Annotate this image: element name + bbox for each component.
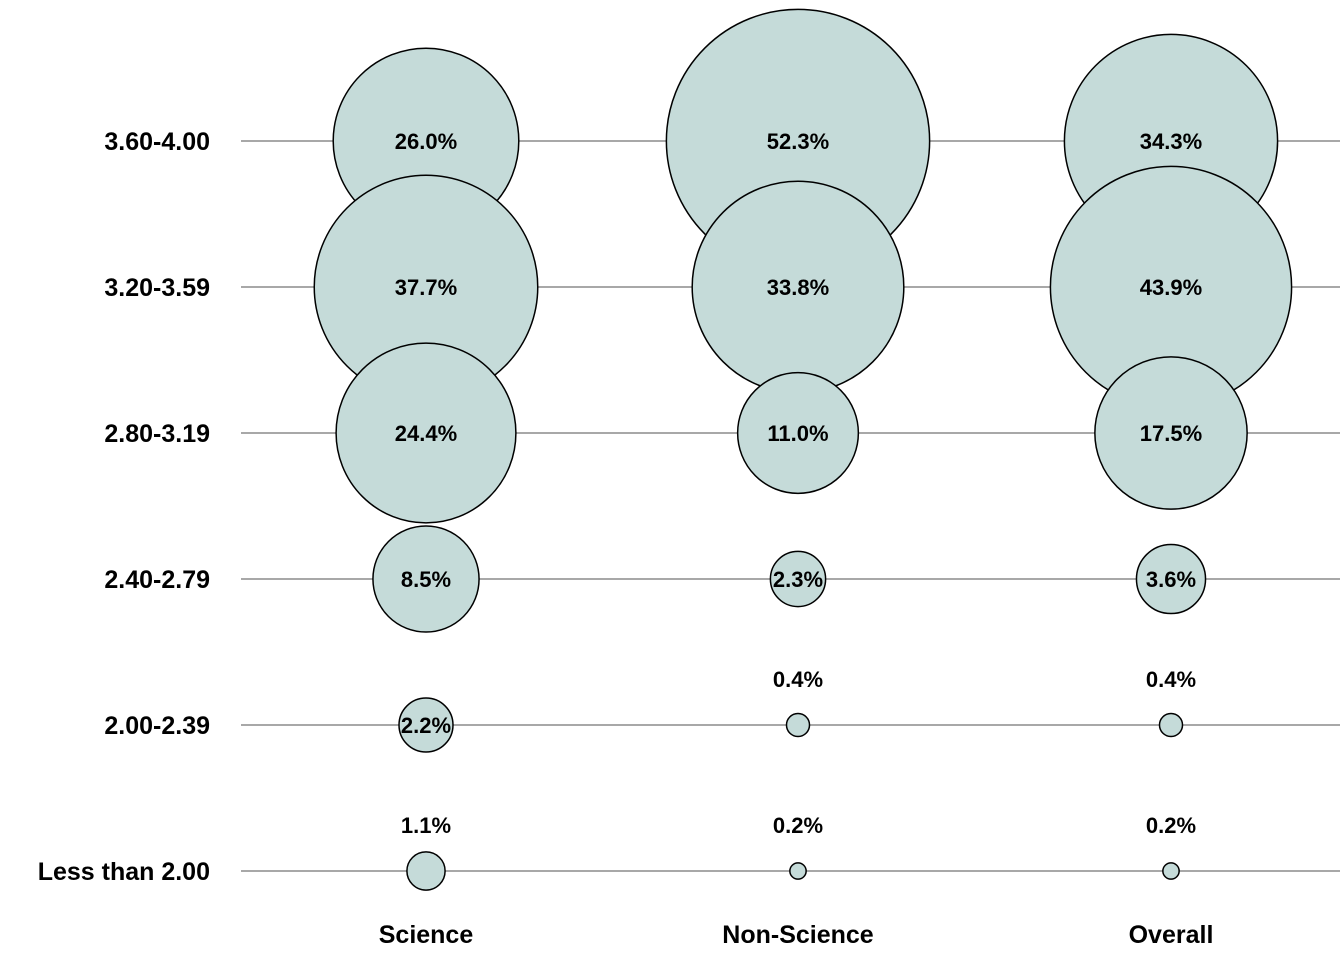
bubble — [785, 712, 811, 738]
bubble — [1094, 356, 1248, 510]
row-label: 3.60-4.00 — [104, 128, 210, 156]
bubble — [769, 550, 827, 608]
data-label: 26.0% — [395, 129, 457, 154]
data-label: 52.3% — [767, 129, 829, 154]
bubble — [736, 371, 860, 495]
row-label: 2.40-2.79 — [104, 566, 210, 594]
row-labels: 3.60-4.00 3.20-3.59 2.80-3.19 2.40-2.79 2.00… — [38, 128, 210, 886]
data-label: 17.5% — [1140, 421, 1202, 446]
data-label: 2.3% — [773, 567, 823, 592]
row-label: Less than 2.00 — [38, 858, 210, 886]
row-label: 3.20-3.59 — [104, 274, 210, 302]
data-label: 0.4% — [773, 667, 823, 692]
category-label: Science — [379, 921, 474, 949]
category-labels: Science Non-Science Overall — [379, 921, 1214, 949]
bubble — [1158, 712, 1184, 738]
data-label: 34.3% — [1140, 129, 1202, 154]
bubble — [335, 342, 517, 524]
data-label: 33.8% — [767, 275, 829, 300]
data-label: 2.2% — [401, 713, 451, 738]
category-label: Non-Science — [722, 921, 874, 949]
category-label: Overall — [1129, 921, 1214, 949]
data-label: 0.2% — [1146, 813, 1196, 838]
data-label: 1.1% — [401, 813, 451, 838]
data-label: 11.0% — [767, 421, 828, 446]
bubble — [1135, 543, 1207, 615]
data-label: 3.6% — [1146, 567, 1196, 592]
data-label: 8.5% — [401, 567, 451, 592]
bubble — [372, 525, 480, 633]
data-label: 24.4% — [395, 421, 457, 446]
bubbles: 26.0% 37.7% 24.4% 8.5% 2.2% 1.1% 52.3% 33.8% 11.… — [313, 8, 1293, 891]
bubble — [1162, 862, 1180, 880]
row-label: 2.00-2.39 — [104, 712, 210, 740]
bubble — [789, 862, 807, 880]
bubble — [406, 851, 446, 891]
data-label: 43.9% — [1140, 275, 1202, 300]
row-label: 2.80-3.19 — [104, 420, 210, 448]
data-label: 0.2% — [773, 813, 823, 838]
data-label: 37.7% — [395, 275, 457, 300]
data-label: 0.4% — [1146, 667, 1196, 692]
bubble — [398, 697, 454, 753]
